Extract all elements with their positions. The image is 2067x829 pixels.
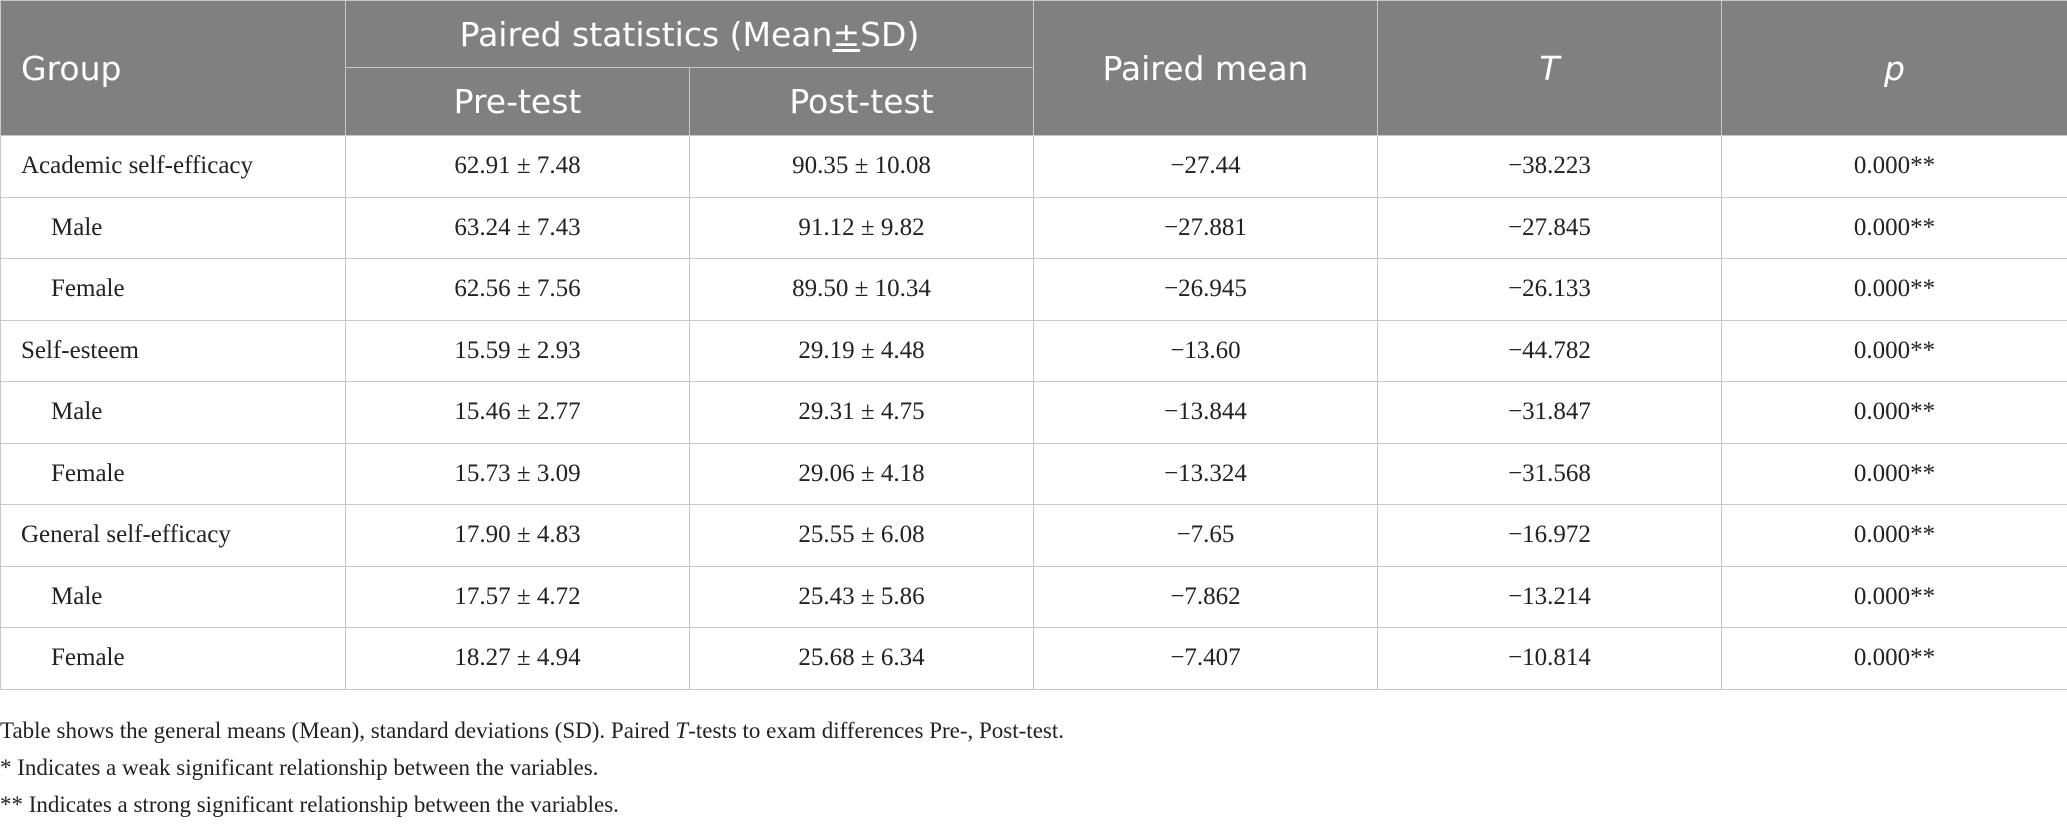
cell-t: −16.972 [1377,504,1722,567]
table-body: Academic self-efficacy 62.91 ± 7.48 90.3… [0,135,2067,690]
header-post-test: Post-test [689,67,1034,136]
table-row: Female 62.56 ± 7.56 89.50 ± 10.34 −26.94… [0,258,2067,321]
header-t: T [1377,0,1722,136]
cell-pre-test: 17.90 ± 4.83 [345,504,690,567]
cell-post-test: 29.19 ± 4.48 [689,319,1034,382]
cell-t: −10.814 [1377,627,1722,690]
cell-group: Male [0,196,346,259]
table-row: Academic self-efficacy 62.91 ± 7.48 90.3… [0,135,2067,198]
header-p: p [1721,0,2067,136]
header-paired-statistics-suffix: SD) [860,14,920,54]
cell-p: 0.000** [1721,319,2067,382]
header-plus-minus: ± [832,14,861,54]
footnote-weak-significance: * Indicates a weak significant relations… [0,755,599,780]
cell-p: 0.000** [1721,196,2067,259]
cell-post-test: 25.43 ± 5.86 [689,565,1034,628]
cell-group: Female [0,258,346,321]
cell-t: −26.133 [1377,258,1722,321]
cell-p: 0.000** [1721,442,2067,505]
cell-group: Academic self-efficacy [0,135,346,198]
table-row: General self-efficacy 17.90 ± 4.83 25.55… [0,504,2067,567]
table-row: Female 18.27 ± 4.94 25.68 ± 6.34 −7.407 … [0,627,2067,690]
cell-paired-mean: −27.44 [1033,135,1378,198]
header-paired-statistics: Paired statistics (Mean±SD) [345,0,1034,68]
cell-post-test: 29.06 ± 4.18 [689,442,1034,505]
header-pre-test: Pre-test [345,67,690,136]
cell-group: Male [0,381,346,444]
cell-pre-test: 62.91 ± 7.48 [345,135,690,198]
cell-p: 0.000** [1721,258,2067,321]
footnote-description-b: -tests to exam differences Pre-, Post-te… [688,718,1065,743]
cell-pre-test: 15.59 ± 2.93 [345,319,690,382]
paired-statistics-table: Group Paired statistics (Mean±SD) Paired… [0,0,2067,690]
cell-pre-test: 62.56 ± 7.56 [345,258,690,321]
cell-pre-test: 15.73 ± 3.09 [345,442,690,505]
cell-paired-mean: −26.945 [1033,258,1378,321]
cell-group: Male [0,565,346,628]
cell-t: −38.223 [1377,135,1722,198]
table-header: Group Paired statistics (Mean±SD) Paired… [0,0,2067,136]
cell-paired-mean: −13.60 [1033,319,1378,382]
header-paired-statistics-prefix: Paired statistics (Mean [459,14,833,54]
table-container: Group Paired statistics (Mean±SD) Paired… [0,0,2067,690]
cell-paired-mean: −13.324 [1033,442,1378,505]
cell-t: −13.214 [1377,565,1722,628]
header-group: Group [0,0,346,136]
cell-pre-test: 63.24 ± 7.43 [345,196,690,259]
cell-pre-test: 15.46 ± 2.77 [345,381,690,444]
cell-paired-mean: −13.844 [1033,381,1378,444]
cell-t: −27.845 [1377,196,1722,259]
cell-paired-mean: −27.881 [1033,196,1378,259]
cell-group: Female [0,627,346,690]
cell-group: General self-efficacy [0,504,346,567]
footnote-description: Table shows the general means (Mean), st… [0,712,1064,749]
table-row: Self-esteem 15.59 ± 2.93 29.19 ± 4.48 −1… [0,319,2067,382]
table-row: Male 15.46 ± 2.77 29.31 ± 4.75 −13.844 −… [0,381,2067,444]
cell-t: −31.847 [1377,381,1722,444]
footnote-strong-significance: ** Indicates a strong significant relati… [0,792,619,817]
cell-paired-mean: −7.65 [1033,504,1378,567]
cell-pre-test: 18.27 ± 4.94 [345,627,690,690]
table-row: Male 63.24 ± 7.43 91.12 ± 9.82 −27.881 −… [0,196,2067,259]
cell-p: 0.000** [1721,381,2067,444]
cell-post-test: 29.31 ± 4.75 [689,381,1034,444]
cell-p: 0.000** [1721,565,2067,628]
cell-post-test: 25.55 ± 6.08 [689,504,1034,567]
cell-group: Female [0,442,346,505]
cell-group: Self-esteem [0,319,346,382]
table-row: Female 15.73 ± 3.09 29.06 ± 4.18 −13.324… [0,442,2067,505]
cell-p: 0.000** [1721,135,2067,198]
footnote-description-a: Table shows the general means (Mean), st… [0,718,676,743]
cell-post-test: 25.68 ± 6.34 [689,627,1034,690]
cell-post-test: 90.35 ± 10.08 [689,135,1034,198]
cell-t: −44.782 [1377,319,1722,382]
footnote-description-t: T [675,718,689,743]
cell-p: 0.000** [1721,504,2067,567]
cell-post-test: 91.12 ± 9.82 [689,196,1034,259]
cell-p: 0.000** [1721,627,2067,690]
cell-paired-mean: −7.407 [1033,627,1378,690]
cell-paired-mean: −7.862 [1033,565,1378,628]
cell-pre-test: 17.57 ± 4.72 [345,565,690,628]
cell-t: −31.568 [1377,442,1722,505]
table-footnotes: Table shows the general means (Mean), st… [0,712,1064,823]
table-row: Male 17.57 ± 4.72 25.43 ± 5.86 −7.862 −1… [0,565,2067,628]
header-paired-mean: Paired mean [1033,0,1378,136]
cell-post-test: 89.50 ± 10.34 [689,258,1034,321]
